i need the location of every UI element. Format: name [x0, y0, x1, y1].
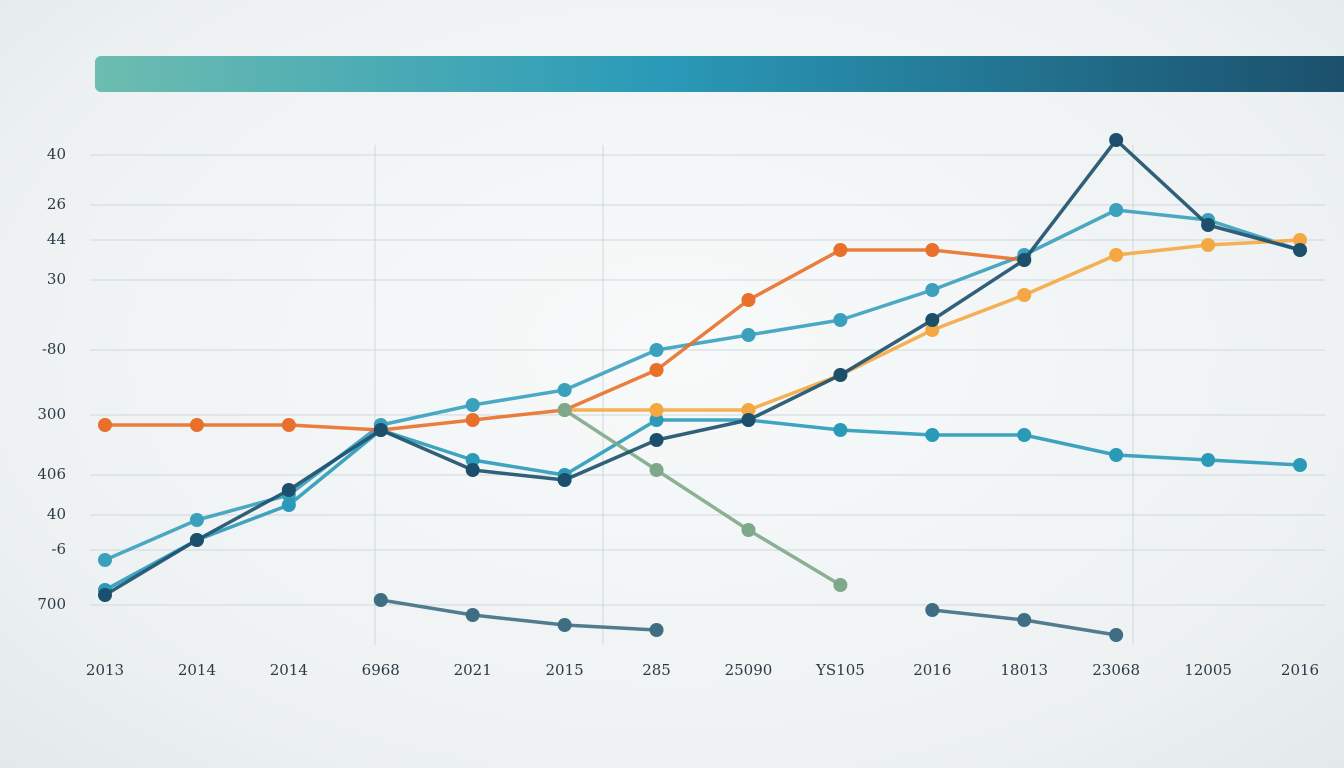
point — [1201, 218, 1216, 232]
header-bar — [95, 56, 1344, 92]
y-tick-label: 406 — [37, 465, 66, 483]
x-tick-label: 12005 — [1184, 661, 1232, 679]
y-tick-label: -80 — [42, 340, 66, 358]
point — [1017, 428, 1032, 442]
point — [833, 243, 848, 257]
y-tick-label: 30 — [47, 270, 66, 288]
point — [833, 423, 848, 437]
series-line — [103, 208, 1302, 562]
point — [1201, 238, 1216, 252]
series-line — [562, 408, 843, 587]
point — [557, 403, 572, 417]
point — [189, 418, 204, 432]
series-line — [103, 418, 1302, 592]
x-tick-label: 2014 — [178, 661, 216, 679]
y-tick-label: 40 — [47, 505, 66, 523]
y-tick-label: 26 — [47, 195, 66, 213]
point — [98, 553, 112, 567]
x-tick-label: 23068 — [1092, 661, 1140, 679]
x-tick-label: 2013 — [86, 661, 124, 679]
point — [465, 608, 480, 622]
point — [1109, 628, 1124, 642]
x-tick-label: 2014 — [270, 661, 308, 679]
point — [1017, 253, 1032, 267]
point — [1017, 288, 1032, 302]
y-tick-label: 40 — [47, 145, 66, 163]
point — [741, 328, 756, 342]
point — [98, 588, 112, 602]
point — [833, 313, 848, 327]
point — [925, 603, 940, 617]
point — [1201, 453, 1216, 467]
point — [1293, 243, 1307, 257]
point — [649, 363, 664, 377]
point — [1109, 203, 1124, 217]
point — [925, 243, 940, 257]
y-tick-label: 44 — [47, 230, 66, 248]
point — [649, 343, 664, 357]
point — [741, 403, 756, 417]
point — [1293, 233, 1307, 247]
point — [649, 463, 664, 477]
point — [649, 413, 664, 427]
point — [1017, 613, 1032, 627]
x-tick-label: 2015 — [546, 661, 584, 679]
x-tick-label: 6968 — [362, 661, 400, 679]
point — [98, 418, 112, 432]
point — [189, 513, 204, 527]
point — [557, 618, 572, 632]
point — [557, 473, 572, 487]
y-tick-label: -6 — [51, 540, 66, 558]
point — [281, 498, 296, 512]
x-tick-label: YS105 — [815, 661, 865, 679]
point — [465, 463, 480, 477]
point — [649, 403, 664, 417]
y-tick-label: 700 — [37, 595, 66, 613]
point — [1109, 448, 1124, 462]
point — [833, 368, 848, 382]
point — [465, 413, 480, 427]
point — [189, 533, 204, 547]
point — [649, 433, 664, 447]
point — [557, 383, 572, 397]
point — [281, 483, 296, 497]
x-tick-label: 285 — [642, 661, 671, 679]
point — [741, 523, 756, 537]
point — [925, 313, 940, 327]
point — [1109, 133, 1124, 147]
point — [925, 323, 940, 337]
point — [649, 623, 664, 637]
point — [833, 578, 848, 592]
point — [925, 283, 940, 297]
point — [925, 428, 940, 442]
series-line — [103, 138, 1302, 597]
point — [1293, 458, 1307, 472]
x-tick-label: 25090 — [725, 661, 773, 679]
point — [1109, 248, 1124, 262]
point — [465, 398, 480, 412]
x-tick-label: 18013 — [1000, 661, 1048, 679]
point — [465, 453, 480, 467]
y-tick-label: 300 — [37, 405, 66, 423]
point — [741, 293, 756, 307]
x-tick-label: 2016 — [913, 661, 951, 679]
point — [281, 418, 296, 432]
x-tick-label: 2016 — [1281, 661, 1319, 679]
point — [373, 423, 388, 437]
point — [373, 593, 388, 607]
x-tick-label: 2021 — [454, 661, 492, 679]
point — [741, 413, 756, 427]
